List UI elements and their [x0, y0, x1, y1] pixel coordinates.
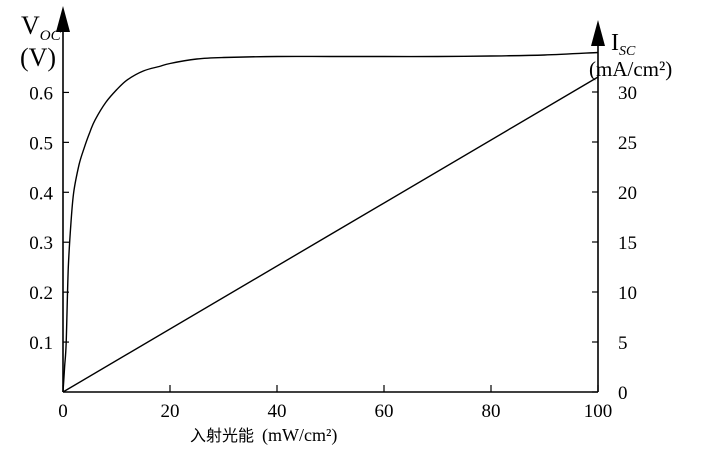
y-right-ticks: 0 5 10 15 20 25 30: [592, 83, 637, 404]
y-left-axis-title-unit: (V): [20, 43, 56, 72]
y-right-tick-label-2: 10: [618, 283, 637, 304]
x-tick-label-3: 60: [375, 401, 394, 422]
y-right-axis-title-unit: (mA/cm²): [589, 57, 672, 81]
x-tick-label-0: 0: [58, 401, 68, 422]
y-left-tick-label-4: 0.5: [29, 133, 53, 154]
series-line-voc: [62, 51, 599, 393]
y-right-tick-label-5: 25: [618, 133, 637, 154]
x-tick-label-5: 100: [584, 401, 613, 422]
y-right-axis-title-symbol: ISC: [611, 30, 636, 59]
x-ticks: 0 20 40 60 80 100: [58, 385, 612, 422]
y-left-tick-label-3: 0.4: [29, 183, 53, 204]
x-tick-label-4: 80: [482, 401, 501, 422]
y-right-tick-label-0: 0: [618, 383, 628, 404]
y-left-tick-label-1: 0.2: [29, 283, 53, 304]
x-tick-label-1: 20: [161, 401, 180, 422]
y-right-tick-label-4: 20: [618, 183, 637, 204]
y-left-tick-label-2: 0.3: [29, 233, 53, 254]
y-left-axis-title-symbol: VOC: [21, 11, 62, 44]
y-left-ticks: 0.1 0.2 0.3 0.4 0.5 0.6: [29, 83, 69, 354]
series-line-isc: [62, 76, 599, 393]
x-tick-label-2: 40: [268, 401, 287, 422]
x-axis-title: 入射光能 (mW/cm²): [190, 425, 337, 446]
y-right-tick-label-1: 5: [618, 333, 628, 354]
y-left-tick-label-5: 0.6: [29, 83, 53, 104]
right-axis-arrow: [591, 20, 605, 46]
y-right-tick-label-3: 15: [618, 233, 637, 254]
y-right-tick-label-6: 30: [618, 83, 637, 104]
series-group: [62, 51, 599, 393]
left-axis-arrow: [56, 6, 70, 32]
y-left-tick-label-0: 0.1: [29, 333, 53, 354]
